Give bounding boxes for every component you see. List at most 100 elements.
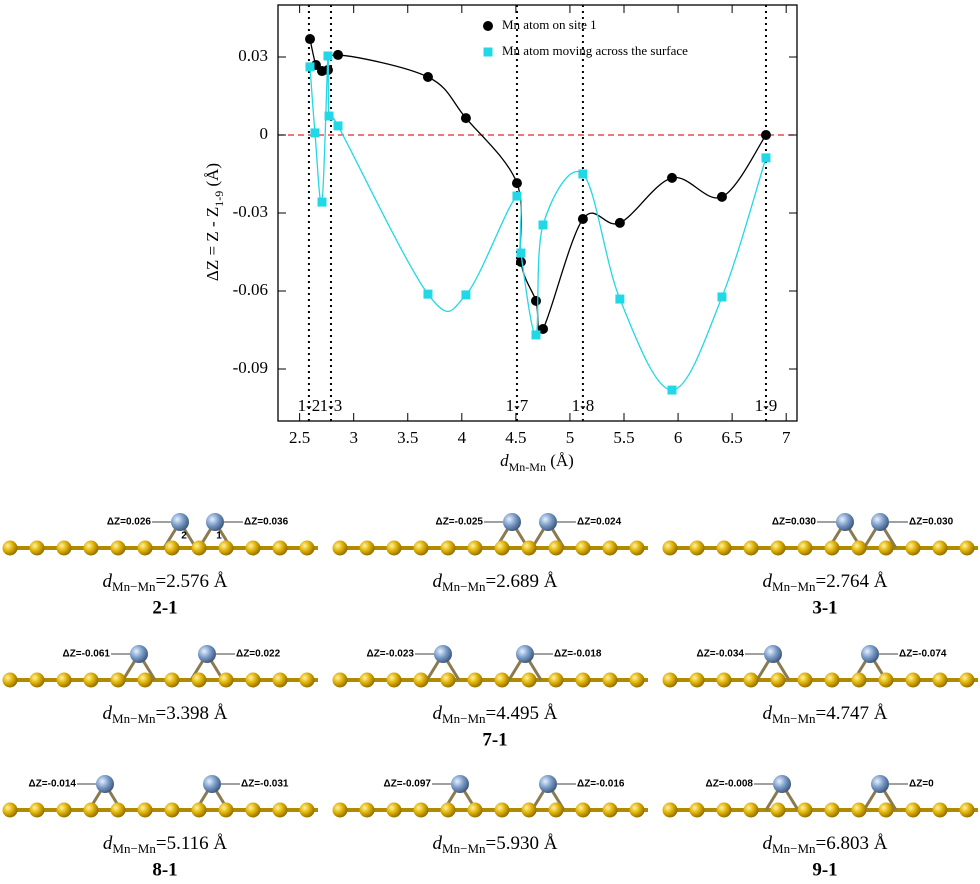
substrate-atom (440, 672, 456, 688)
mn-atom (836, 513, 854, 531)
substrate-atom (272, 540, 288, 556)
dz-right: ΔZ=0.024 (577, 517, 622, 528)
substrate-atom (359, 672, 375, 688)
substrate-atom (245, 802, 261, 818)
substrate-atom (905, 540, 921, 556)
dz-left: ΔZ=-0.034 (697, 649, 745, 660)
substrate-atom (932, 802, 948, 818)
x-tick-label: 7 (782, 428, 791, 447)
y-axis-label: ΔZ = Z - Z1-9 (Å) (203, 163, 226, 281)
substrate-atom (110, 802, 126, 818)
substrate-atom (164, 802, 180, 818)
dz-left: ΔZ=0.026 (107, 517, 152, 528)
plot-frame (277, 4, 798, 422)
point (511, 178, 522, 189)
mn-atom (171, 513, 189, 531)
dz-right: ΔZ=-0.074 (899, 649, 947, 660)
mn-atom (96, 775, 114, 793)
substrate-atom (467, 672, 483, 688)
legend-label: Mn atom on site 1 (502, 17, 597, 32)
substrate-atom (191, 540, 207, 556)
distance-symbol: d (103, 703, 113, 724)
point (538, 220, 548, 230)
distance-sub: Mn−Mn (772, 579, 816, 594)
point (515, 256, 526, 267)
substrate-atom (959, 672, 975, 688)
substrate-atom (440, 540, 456, 556)
y-tick-label: -0.06 (233, 280, 268, 299)
substrate-atom (299, 802, 315, 818)
distance-value: =4.495 Å (486, 703, 558, 724)
distance-symbol: d (763, 833, 773, 854)
substrate-atom (467, 802, 483, 818)
substrate-atom (575, 672, 591, 688)
dz-right: ΔZ=-0.031 (241, 779, 289, 790)
substrate-atom (797, 672, 813, 688)
substrate-atom (218, 802, 234, 818)
marker-label: 1-7 (506, 396, 529, 415)
distance-value: =5.116 Å (156, 833, 228, 854)
substrate-atom (824, 540, 840, 556)
distance-value: =4.747 Å (816, 703, 888, 724)
substrate-atom (575, 540, 591, 556)
x-tick-label: 2.5 (289, 428, 310, 447)
config-label: 2-1 (152, 597, 177, 618)
point (614, 217, 625, 228)
distance: dMn−Mn=2.689 Å (433, 571, 558, 594)
dz-left: ΔZ=-0.061 (63, 649, 111, 660)
distance-symbol: d (433, 703, 443, 724)
point (667, 385, 677, 395)
substrate-atom (56, 540, 72, 556)
substrate-atom (602, 672, 618, 688)
substrate-atom (905, 672, 921, 688)
mn-atom (773, 775, 791, 793)
distance: dMn−Mn=5.116 Å (103, 833, 227, 856)
point (615, 294, 625, 304)
distance-symbol: d (763, 703, 773, 724)
substrate-atom (494, 540, 510, 556)
x-tick-label: 4.5 (505, 428, 526, 447)
dz-left: ΔZ=-0.014 (29, 779, 77, 790)
x-tick-label: 4 (458, 428, 467, 447)
structure-panel: ΔZ=-0.061 ΔZ=0.022 dMn−Mn=3.398 Å (2, 645, 318, 726)
point (461, 290, 471, 300)
substrate-atom (56, 802, 72, 818)
substrate-atom (548, 540, 564, 556)
substrate-atom (29, 802, 45, 818)
y-label-unit: (Å) (203, 163, 222, 191)
point (761, 153, 771, 163)
mn-atom (203, 775, 221, 793)
y-tick-label: -0.03 (233, 202, 268, 221)
point (577, 213, 588, 224)
mn-atom (861, 645, 879, 663)
substrate-atom (83, 802, 99, 818)
distance-sub: Mn−Mn (112, 711, 156, 726)
substrate-atom (413, 540, 429, 556)
substrate-atom (332, 672, 348, 688)
dz-right: ΔZ=0 (909, 779, 934, 790)
mn-atom (539, 513, 557, 531)
substrate-atom (191, 802, 207, 818)
point (716, 191, 727, 202)
substrate-atom (602, 540, 618, 556)
substrate-atom (359, 540, 375, 556)
distance: dMn−Mn=2.576 Å (103, 571, 228, 594)
distance-sub: Mn−Mn (442, 711, 486, 726)
substrate-atom (218, 672, 234, 688)
atom-label: 1 (216, 531, 222, 542)
x-axis-label: dMn-Mn (Å) (500, 451, 574, 474)
x-label-unit: (Å) (546, 451, 574, 470)
point (305, 34, 316, 45)
marker-label: 1-9 (755, 396, 778, 415)
distance-value: =2.576 Å (156, 571, 228, 592)
substrate-atom (629, 540, 645, 556)
substrate-atom (29, 540, 45, 556)
substrate-atom (932, 672, 948, 688)
substrate-atom (191, 672, 207, 688)
substrate-atom (629, 672, 645, 688)
y-label-main: ΔZ = Z - Z (203, 207, 222, 281)
legend-label: Mn atom moving across the surface (502, 43, 688, 58)
mn-atom (198, 645, 216, 663)
substrate-atom (932, 540, 948, 556)
